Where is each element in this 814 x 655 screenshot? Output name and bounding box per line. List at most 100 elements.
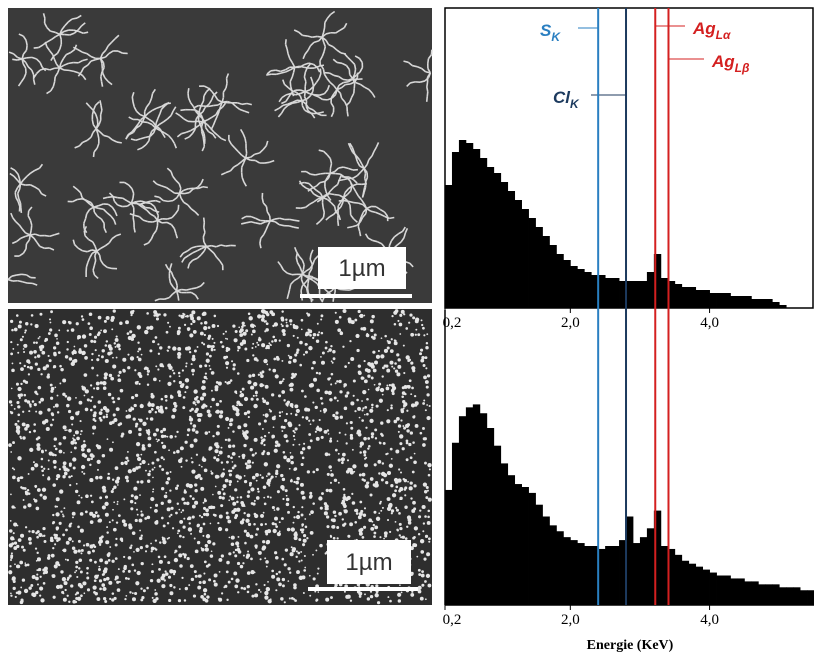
dendrite [36,69,41,75]
particle [406,409,409,412]
dendrite [181,131,187,135]
particle [239,520,245,525]
dendrite [38,44,44,49]
dendrite [304,81,307,87]
dendrite [312,35,318,39]
particle [228,469,231,473]
particle [323,511,328,516]
particle [68,428,72,433]
dendrite [338,75,344,81]
dendrite [165,186,171,191]
particle [36,488,41,492]
particle [42,582,46,585]
dendrite [309,201,315,205]
particle [237,425,242,430]
dendrite [301,184,307,189]
particle [357,515,362,520]
particle [66,403,70,408]
dendrite [59,43,63,50]
dendrite [100,71,103,78]
particle [324,346,328,350]
particle [395,506,398,509]
particle [409,481,413,485]
dendrite [92,270,96,276]
particle [14,563,16,566]
particle [361,409,364,412]
particle [380,337,383,339]
particle [79,512,84,516]
x-tick-label: 2,0 [561,315,580,331]
particle [178,553,183,558]
particle [292,505,295,509]
particle [357,371,362,376]
particle [70,584,74,588]
particle [110,376,115,381]
particle [154,539,158,542]
particle [358,473,362,477]
particle [307,314,310,317]
particle [256,341,259,344]
spectrum-bar [598,275,606,308]
particle [414,319,419,324]
dendrite [323,89,329,95]
particle [59,382,62,385]
dendrite [299,65,305,69]
particle [397,430,400,433]
particle [78,400,83,405]
particle [428,468,431,471]
dendrite [322,69,326,75]
dendrite [26,274,32,279]
dendrite [174,209,179,215]
dendrite [94,255,97,261]
particle [31,400,35,403]
dendrite [364,86,370,91]
particle [282,378,285,381]
particle [312,336,315,340]
particle [294,325,299,330]
particle [148,401,151,404]
dendrite [199,124,203,130]
particle [315,339,320,343]
dendrite [368,155,373,161]
dendrite [155,199,161,204]
particle [10,592,12,595]
dendrite [77,59,84,64]
dendrite [333,183,339,189]
dendrite [104,77,109,83]
spectrum-bar [751,299,759,308]
particle [301,523,305,526]
dendrite [16,237,22,242]
dendrite [315,77,320,83]
dendrite [245,220,252,224]
particle [23,393,27,397]
particle [202,512,207,516]
particle [106,476,111,480]
particle [425,485,429,489]
particle [92,425,97,430]
particle [359,451,362,454]
dendrite [203,85,209,89]
dendrite [16,273,22,276]
particle [261,309,266,314]
dendrite [240,162,245,168]
particle [272,426,275,428]
particle [152,488,155,491]
particle [146,417,149,420]
particle [426,374,431,378]
dendrite [300,206,306,209]
particle [102,488,107,493]
spectrum-bar [528,218,536,308]
particle [128,429,133,434]
particle [93,579,97,583]
particle [17,405,21,409]
particle [27,503,32,508]
scale-box [327,540,411,584]
particle [99,418,103,422]
particle [281,310,284,313]
particle [149,417,154,421]
particle [75,565,79,569]
particle [138,518,143,523]
particle [257,588,261,592]
particle [134,502,137,505]
particle [406,423,411,427]
